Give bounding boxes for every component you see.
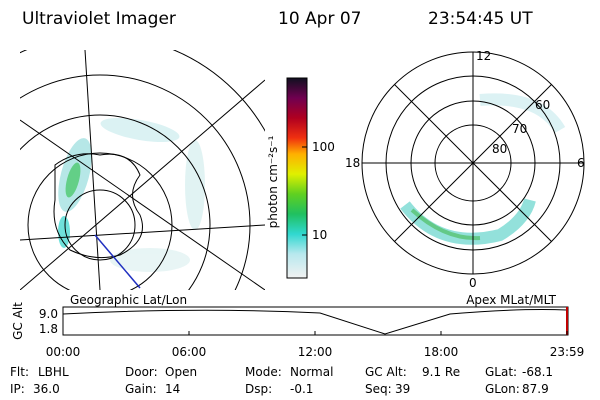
status-value: LBHL <box>38 365 69 379</box>
altitude-plot <box>62 306 569 336</box>
alt-xtick: 06:00 <box>172 345 207 359</box>
alt-xtick: 00:00 <box>46 345 81 359</box>
status-value: Normal <box>290 365 333 379</box>
alt-ytick: 1.8 <box>39 322 58 336</box>
status-label: GLat: <box>485 365 517 379</box>
status-label: GC Alt: <box>365 365 407 379</box>
date: 10 Apr 07 <box>278 9 361 29</box>
colorbar-label: photon cm⁻²s⁻¹ <box>266 135 280 228</box>
mlt-label: 12 <box>476 49 491 63</box>
geo-map <box>20 50 265 290</box>
status-value: 87.9 <box>522 382 549 396</box>
aurora <box>58 117 205 272</box>
status-label: Dsp: <box>245 382 272 396</box>
status-value: 14 <box>165 382 180 396</box>
colorbar <box>286 77 308 279</box>
status-value: -0.1 <box>290 382 313 396</box>
status-value: 9.1 Re <box>422 365 460 379</box>
status-label: Seq: <box>365 382 392 396</box>
status-value: Open <box>165 365 197 379</box>
time: 23:54:45 UT <box>428 9 533 29</box>
status-label: GLon: <box>485 382 520 396</box>
polar-map <box>361 51 585 275</box>
status-label: Mode: <box>245 365 282 379</box>
alt-ytick: 9.0 <box>39 307 58 321</box>
status-label: Flt: <box>10 365 29 379</box>
mlt-label: 18 <box>345 156 360 170</box>
mlt-label: 6 <box>577 156 585 170</box>
alt-ylabel: GC Alt <box>11 302 25 340</box>
alt-xtick: 12:00 <box>298 345 333 359</box>
status-value: 39 <box>395 382 410 396</box>
alt-xtick: 18:00 <box>424 345 459 359</box>
lat-label: 60 <box>535 98 550 112</box>
status-value: -68.1 <box>522 365 553 379</box>
status-label: IP: <box>10 382 25 396</box>
lat-label: 80 <box>492 142 507 156</box>
lat-label: 70 <box>512 122 527 136</box>
status-value: 36.0 <box>33 382 60 396</box>
status-label: Door: <box>125 365 158 379</box>
colorbar-tick-label: 10 <box>312 228 327 242</box>
mlt-label: 0 <box>469 276 477 290</box>
polar-label: Apex MLat/MLT <box>466 293 556 307</box>
alt-xtick: 23:59 <box>550 345 585 359</box>
instrument: Ultraviolet Imager <box>22 9 176 29</box>
geo-label: Geographic Lat/Lon <box>70 293 187 307</box>
status-label: Gain: <box>125 382 157 396</box>
colorbar-tick-label: 100 <box>312 140 335 154</box>
